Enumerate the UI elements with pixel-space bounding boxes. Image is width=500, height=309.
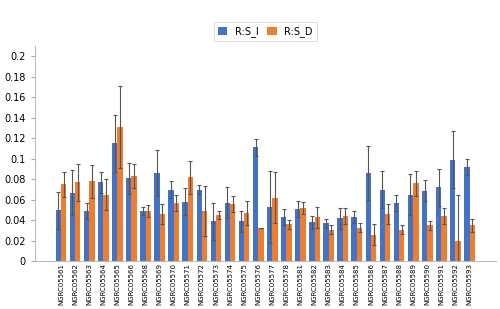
Bar <box>314 217 320 261</box>
Bar <box>239 221 244 261</box>
Bar <box>281 217 286 261</box>
Bar <box>436 188 442 261</box>
Bar <box>168 189 173 261</box>
Bar <box>70 193 75 261</box>
Bar <box>104 195 108 261</box>
Bar <box>408 195 413 261</box>
Bar <box>160 214 165 261</box>
Bar <box>267 207 272 261</box>
Bar <box>126 178 132 261</box>
Bar <box>470 226 475 261</box>
Bar <box>464 167 469 261</box>
Bar <box>89 181 94 261</box>
Bar <box>216 215 222 261</box>
Bar <box>258 227 264 261</box>
Bar <box>140 211 145 261</box>
Bar <box>399 230 404 261</box>
Bar <box>272 198 278 261</box>
Bar <box>182 202 188 261</box>
Bar <box>98 182 103 261</box>
Bar <box>371 235 376 261</box>
Bar <box>56 210 61 261</box>
Bar <box>202 211 207 261</box>
Bar <box>422 191 428 261</box>
Bar <box>366 173 371 261</box>
Bar <box>450 160 456 261</box>
Bar <box>338 218 342 261</box>
Bar <box>196 189 202 261</box>
Bar <box>174 203 179 261</box>
Bar <box>224 203 230 261</box>
Bar <box>324 223 328 261</box>
Bar <box>328 230 334 261</box>
Bar <box>342 216 348 261</box>
Bar <box>456 241 461 261</box>
Bar <box>188 177 193 261</box>
Bar <box>210 221 216 261</box>
Bar <box>352 217 357 261</box>
Bar <box>75 182 80 261</box>
Bar <box>286 224 292 261</box>
Bar <box>146 211 151 261</box>
Bar <box>253 147 258 261</box>
Bar <box>230 204 235 261</box>
Bar <box>380 189 385 261</box>
Bar <box>295 209 300 261</box>
Bar <box>442 216 446 261</box>
Bar <box>61 184 66 261</box>
Bar <box>309 222 314 261</box>
Bar <box>84 211 89 261</box>
Bar <box>385 214 390 261</box>
Bar <box>413 183 418 261</box>
Bar <box>154 173 160 261</box>
Bar <box>394 203 399 261</box>
Bar <box>118 127 122 261</box>
Bar <box>357 227 362 261</box>
Bar <box>112 143 117 261</box>
Bar <box>428 226 432 261</box>
Bar <box>244 213 250 261</box>
Bar <box>300 208 306 261</box>
Legend: R:S_I, R:S_D: R:S_I, R:S_D <box>214 23 316 41</box>
Bar <box>132 176 137 261</box>
